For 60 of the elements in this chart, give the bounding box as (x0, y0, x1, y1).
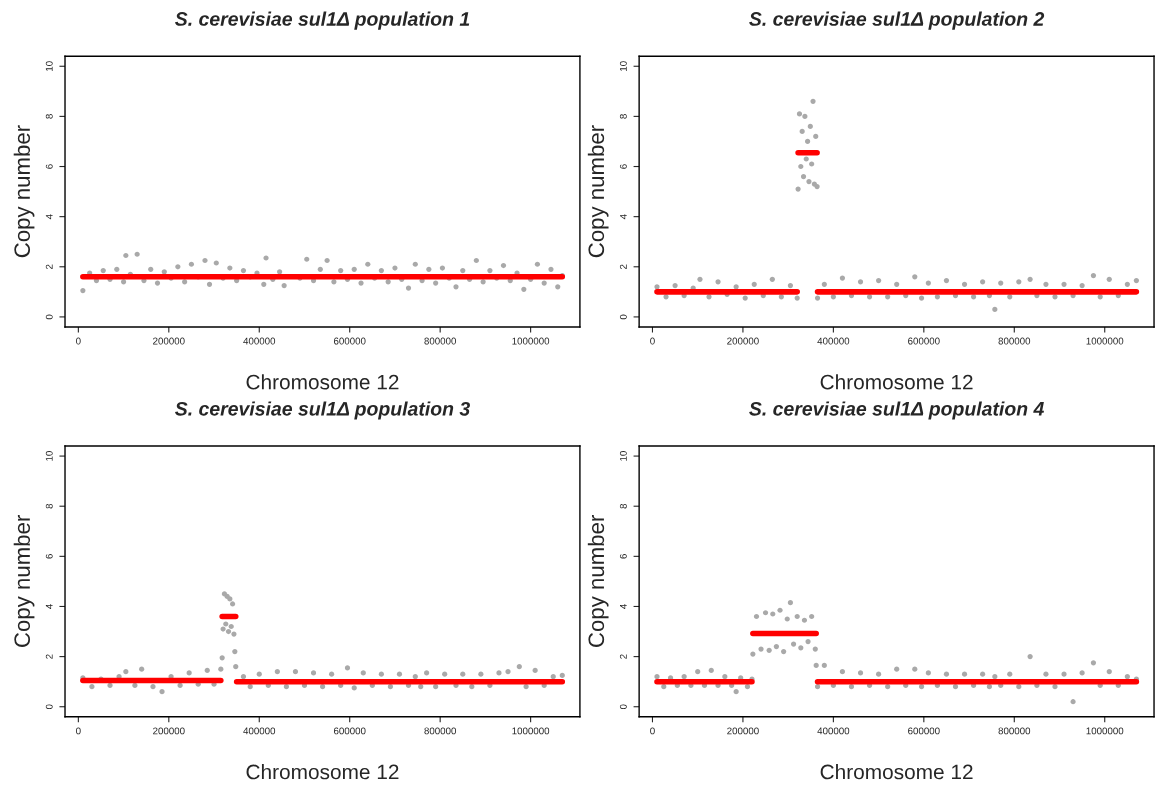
x-tick-label: 0 (650, 727, 655, 735)
y-tick-label: 0 (45, 704, 53, 710)
y-tick-label: 4 (620, 604, 627, 609)
y-tick-label: 8 (619, 503, 627, 509)
y-axis-title: Copy number (587, 515, 609, 647)
y-tick-label: 6 (619, 164, 627, 169)
y-tick-label: 8 (45, 114, 53, 119)
x-tick-label: 1000000 (1086, 337, 1124, 345)
y-tick-label: 6 (619, 554, 627, 559)
y-axis-title: Copy number (13, 125, 35, 258)
x-tick-label: 600000 (908, 727, 940, 735)
x-tick-label: 400000 (243, 337, 276, 345)
chart-title: S. cerevisiae sul1Δ population 1 (174, 11, 470, 30)
y-tick-label: 8 (45, 503, 53, 509)
y-tick-label: 2 (45, 264, 53, 269)
x-tick-label: 600000 (333, 337, 366, 345)
x-tick-label: 200000 (153, 337, 185, 345)
y-tick-label: 10 (45, 451, 53, 461)
x-tick-label: 200000 (153, 727, 185, 735)
y-tick-label: 0 (45, 314, 53, 320)
y-tick-label: 8 (619, 114, 627, 119)
y-tick-label: 2 (619, 654, 627, 659)
x-tick-label: 1000000 (1086, 727, 1124, 735)
x-tick-label: 600000 (908, 337, 940, 345)
y-tick-label: 10 (45, 61, 53, 71)
y-tick-label: 4 (45, 604, 53, 609)
y-axis-title: Copy number (13, 515, 35, 647)
y-tick-label: 10 (619, 61, 627, 71)
y-tick-label: 0 (619, 704, 627, 710)
y-tick-label: 4 (45, 214, 53, 220)
x-tick-label: 800000 (998, 337, 1031, 345)
x-tick-label: 200000 (727, 727, 759, 735)
y-tick-label: 6 (45, 554, 53, 559)
chart-title: S. cerevisiae sul1Δ population 4 (749, 401, 1044, 420)
x-tick-label: 200000 (727, 337, 759, 345)
x-tick-label: 1000000 (512, 727, 550, 735)
x-tick-label: 800000 (998, 727, 1031, 735)
y-tick-label: 6 (45, 164, 53, 169)
x-tick-label: 0 (76, 337, 81, 345)
x-tick-label: 600000 (333, 727, 366, 735)
x-tick-label: 0 (650, 337, 655, 345)
x-tick-label: 400000 (817, 727, 850, 735)
y-tick-label: 2 (619, 264, 627, 269)
x-tick-label: 0 (76, 727, 81, 735)
chart-title: S. cerevisiae sul1Δ population 3 (174, 401, 470, 420)
x-axis-title: Chromosome 12 (246, 764, 399, 780)
x-tick-label: 400000 (243, 727, 276, 735)
x-axis-title: Chromosome 12 (820, 374, 973, 390)
x-tick-label: 1000000 (512, 337, 550, 345)
x-tick-label: 800000 (424, 727, 457, 735)
y-tick-label: 10 (619, 451, 627, 461)
x-tick-label: 800000 (424, 337, 457, 345)
y-tick-label: 0 (619, 314, 627, 320)
x-axis-title: Chromosome 12 (820, 764, 973, 780)
x-axis-title: Chromosome 12 (246, 374, 399, 390)
y-tick-label: 4 (620, 214, 627, 220)
chart-title: S. cerevisiae sul1Δ population 2 (749, 11, 1045, 30)
y-axis-title: Copy number (587, 125, 609, 258)
x-tick-label: 400000 (817, 337, 850, 345)
y-tick-label: 2 (45, 654, 53, 659)
